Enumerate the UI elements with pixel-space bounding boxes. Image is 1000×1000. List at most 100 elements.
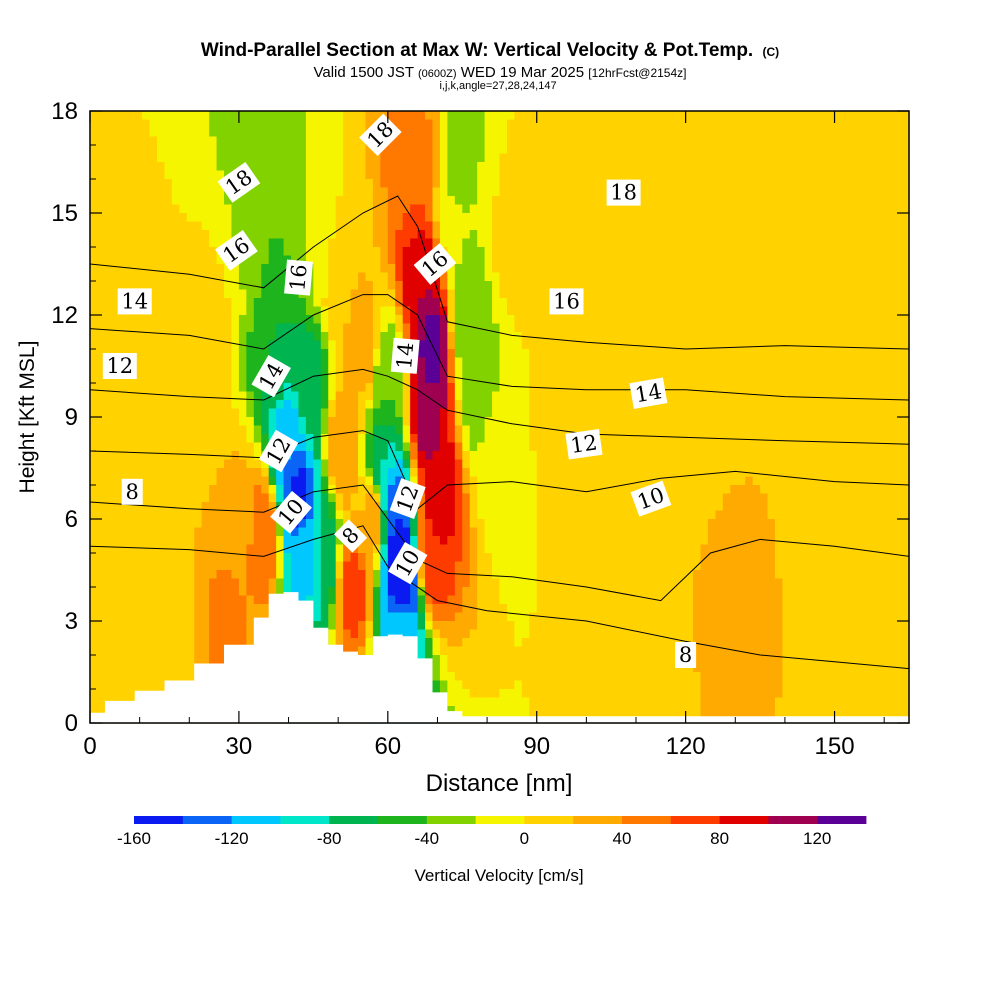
vv-cell (171, 187, 180, 197)
vv-cell (134, 187, 143, 197)
vv-cell (142, 485, 151, 495)
vv-cell (149, 170, 158, 180)
vv-cell (618, 357, 627, 367)
vv-cell (194, 366, 203, 376)
vv-cell (603, 315, 612, 325)
vv-cell (171, 230, 180, 240)
vv-cell (767, 204, 776, 214)
vv-cell (119, 281, 128, 291)
vv-cell (283, 247, 292, 257)
vv-cell (186, 128, 195, 138)
vv-cell (834, 255, 843, 265)
vv-cell (313, 221, 322, 231)
vv-cell (365, 247, 374, 257)
vv-cell (737, 289, 746, 299)
vv-cell (246, 332, 255, 342)
vv-cell (901, 111, 910, 121)
vv-cell (804, 221, 813, 231)
vv-cell (343, 391, 352, 401)
vv-cell (492, 366, 501, 376)
vv-cell (320, 204, 329, 214)
vv-cell (566, 425, 575, 435)
vv-cell (797, 255, 806, 265)
vv-cell (834, 145, 843, 155)
vv-cell (462, 357, 471, 367)
vv-cell (774, 459, 784, 469)
vv-cell (521, 349, 530, 359)
vv-cell (425, 434, 434, 444)
vv-cell (812, 374, 821, 384)
vv-cell (670, 238, 679, 248)
vv-cell (901, 459, 910, 469)
vv-cell (856, 264, 865, 274)
vv-cell (707, 298, 717, 308)
vv-cell (685, 408, 694, 418)
vv-cell (827, 485, 836, 495)
vv-cell (819, 408, 828, 418)
vv-cell (856, 451, 865, 461)
vv-cell (276, 264, 285, 274)
vv-cell (841, 128, 851, 138)
vv-cell (841, 272, 851, 282)
vv-cell (372, 264, 381, 274)
vv-cell (283, 340, 292, 350)
vv-cell (655, 315, 664, 325)
vv-cell (425, 349, 434, 359)
vv-cell (871, 366, 880, 376)
vv-cell (827, 315, 836, 325)
vv-cell (358, 281, 367, 291)
vv-cell (499, 145, 508, 155)
vv-cell (603, 264, 612, 274)
vv-cell (291, 459, 300, 469)
vv-cell (283, 145, 292, 155)
vv-cell (588, 417, 597, 427)
vv-cell (886, 145, 895, 155)
vv-cell (119, 119, 128, 129)
vv-cell (871, 119, 880, 129)
vv-cell (291, 383, 300, 393)
vv-cell (246, 459, 255, 469)
vv-cell (395, 289, 404, 299)
vv-cell (670, 128, 679, 138)
vv-cell (655, 170, 664, 180)
vv-cell (447, 264, 456, 274)
vv-cell (439, 128, 448, 138)
vv-cell (350, 196, 359, 206)
vv-cell (849, 383, 858, 393)
vv-cell (380, 264, 389, 274)
vv-cell (901, 213, 910, 223)
vv-cell (819, 230, 828, 240)
vv-cell (715, 340, 724, 350)
vv-cell (186, 408, 195, 418)
vv-cell (596, 162, 605, 172)
vv-cell (804, 468, 813, 478)
vv-cell (328, 187, 337, 197)
vv-cell (752, 349, 761, 359)
vv-cell (224, 315, 233, 325)
vv-cell (439, 374, 448, 384)
vv-cell (573, 408, 582, 418)
vv-cell (514, 289, 523, 299)
vv-cell (164, 289, 173, 299)
vv-cell (678, 434, 687, 444)
vv-cell (670, 357, 679, 367)
vv-cell (358, 493, 367, 503)
vv-cell (722, 213, 731, 223)
vv-cell (737, 408, 746, 418)
vv-cell (127, 153, 136, 163)
vv-cell (462, 238, 471, 248)
vv-cell (335, 170, 344, 180)
vv-cell (774, 425, 784, 435)
vv-cell (626, 213, 635, 223)
vv-cell (194, 374, 203, 384)
vv-cell (797, 213, 806, 223)
vv-cell (291, 111, 300, 121)
vv-cell (856, 357, 865, 367)
vv-cell (469, 408, 478, 418)
vv-cell (410, 213, 419, 223)
vv-cell (350, 162, 359, 172)
vv-cell (395, 119, 404, 129)
vv-cell (238, 451, 247, 461)
vv-cell (730, 425, 739, 435)
vv-cell (886, 289, 895, 299)
